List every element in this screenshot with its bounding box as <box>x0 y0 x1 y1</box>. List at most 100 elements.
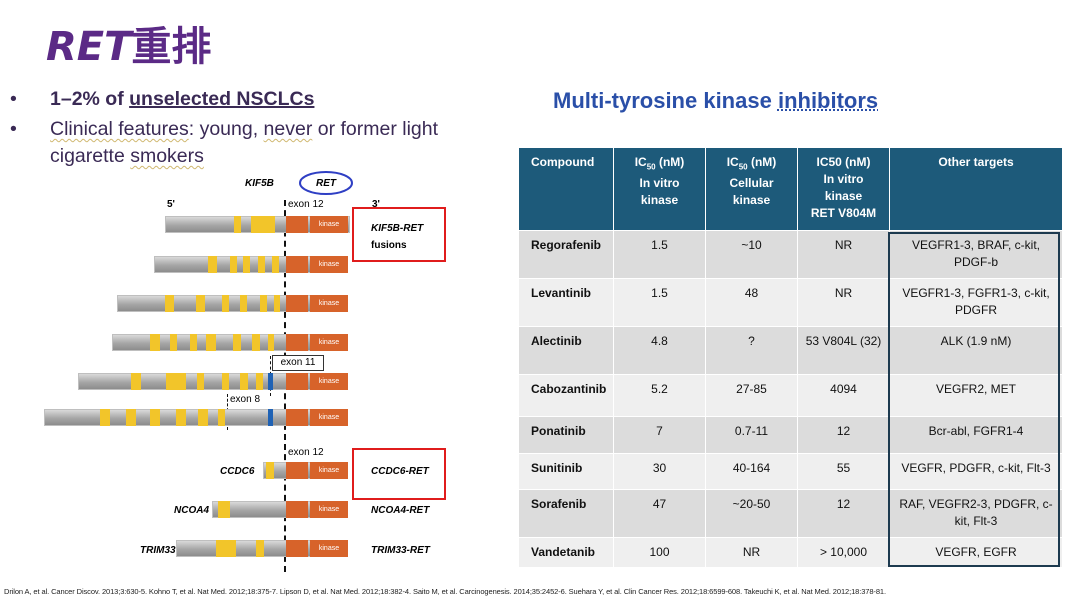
label-ccdc6-ret: CCDC6-RET <box>371 466 429 477</box>
title-gene: RET <box>46 24 132 70</box>
bullet-1-text: 1–2% of unselected NSCLCs <box>50 88 314 111</box>
slide-title: RET重排 <box>46 14 211 72</box>
cell-ic-cell: ~20-50 <box>705 489 798 538</box>
label-ret: RET <box>316 178 336 189</box>
kinase-domain: kinase <box>310 216 348 233</box>
label-exon8: exon 8 <box>230 394 261 405</box>
label-exon12-top: exon 12 <box>288 199 324 210</box>
table-row: Regorafenib 1.5 ~10 NR VEGFR1-3, BRAF, c… <box>518 230 1063 279</box>
cell-ic-cell: 0.7-11 <box>705 416 798 454</box>
table-row: Ponatinib 7 0.7-11 12 Bcr-abl, FGFR1-4 <box>518 416 1063 454</box>
bullet-2-part: : young <box>188 118 253 140</box>
cell-ic-vitro: 47 <box>613 489 706 538</box>
cell-ic-v804m: 53 V804L (32) <box>797 326 890 375</box>
cell-ic-v804m: 4094 <box>797 374 890 417</box>
bullet-dot: • <box>10 118 17 140</box>
cell-ic-vitro: 4.8 <box>613 326 706 375</box>
ret-ellipse <box>299 171 353 195</box>
cell-ic-cell: 48 <box>705 278 798 327</box>
label-kif5b: KIF5B <box>245 178 274 189</box>
cell-other: RAF, VEGFR2-3, PDGFR, c-kit, Flt-3 <box>889 489 1063 538</box>
cell-other: VEGFR2, MET <box>889 374 1063 417</box>
cell-ic-vitro: 100 <box>613 537 706 568</box>
bullet-1-pre: 1–2% of <box>50 88 130 110</box>
table-row: Levantinib 1.5 48 NR VEGFR1-3, FGFR1-3, … <box>518 278 1063 327</box>
cell-ic-cell: NR <box>705 537 798 568</box>
cell-ic-v804m: 12 <box>797 416 890 454</box>
kinase-domain: kinase <box>310 256 348 273</box>
bullet-2-part: Clinical features <box>50 118 189 140</box>
table-title-pre: Multi-tyrosine kinase <box>553 88 778 113</box>
kinase-domain: kinase <box>310 501 348 518</box>
label-kif5b-ret: KIF5B-RET <box>371 223 424 234</box>
bullet-2-text: Clinical features: young, never or forme… <box>50 118 438 141</box>
cell-compound: Sorafenib <box>518 489 614 538</box>
label-ccdc6: CCDC6 <box>220 466 255 477</box>
label-exon11: exon 11 <box>272 355 324 371</box>
kinase-domain: kinase <box>310 373 348 390</box>
cell-compound: Ponatinib <box>518 416 614 454</box>
kinase-domain: kinase <box>310 462 348 479</box>
cell-other: VEGFR, PDGFR, c-kit, Flt-3 <box>889 453 1063 490</box>
highlight-box <box>352 448 446 500</box>
fusion-diagram: KIF5B RET 5' 3' exon 12 kinase KIF5B-RET… <box>0 0 520 580</box>
cell-ic-v804m: 55 <box>797 453 890 490</box>
label-5prime: 5' <box>167 199 175 210</box>
cell-compound: Alectinib <box>518 326 614 375</box>
cell-ic-vitro: 7 <box>613 416 706 454</box>
label-3prime: 3' <box>372 199 380 210</box>
table-title-underlined: inhibitors <box>777 88 879 113</box>
kinase-domain: kinase <box>310 409 348 426</box>
header-ic50-v804m: IC50 (nM) In vitro kinase RET V804M <box>797 147 890 231</box>
cell-other: VEGFR1-3, FGFR1-3, c-kit, PDGFR <box>889 278 1063 327</box>
cell-ic-vitro: 5.2 <box>613 374 706 417</box>
cell-ic-vitro: 1.5 <box>613 230 706 279</box>
header-compound: Compound <box>518 147 614 231</box>
label-fusions: fusions <box>371 240 407 251</box>
cell-ic-vitro: 1.5 <box>613 278 706 327</box>
bullet-2-continuation: cigarette smokers <box>50 145 204 168</box>
table-title: Multi-tyrosine kinase inhibitors <box>553 88 878 114</box>
bullet-2-part: , <box>252 118 264 140</box>
header-ic50-vitro: IC50 (nM) In vitro kinase <box>613 147 706 231</box>
cell-other: ALK (1.9 nM) <box>889 326 1063 375</box>
breakpoint-line <box>284 200 286 440</box>
bullet-2-cont: smokers <box>130 145 204 167</box>
label-exon12-bottom: exon 12 <box>288 447 324 458</box>
label-trim33-ret: TRIM33-RET <box>371 545 430 556</box>
table-row: Vandetanib 100 NR > 10,000 VEGFR, EGFR <box>518 537 1063 568</box>
cell-ic-v804m: NR <box>797 230 890 279</box>
header-other-targets: Other targets <box>889 147 1063 231</box>
table-row: Sunitinib 30 40-164 55 VEGFR, PDGFR, c-k… <box>518 453 1063 490</box>
cell-ic-cell: ~10 <box>705 230 798 279</box>
cell-other: VEGFR, EGFR <box>889 537 1063 568</box>
cell-ic-v804m: > 10,000 <box>797 537 890 568</box>
table-row: Sorafenib 47 ~20-50 12 RAF, VEGFR2-3, PD… <box>518 489 1063 538</box>
cell-ic-vitro: 30 <box>613 453 706 490</box>
cell-other: VEGFR1-3, BRAF, c-kit, PDGF-b <box>889 230 1063 279</box>
cell-ic-cell: 40-164 <box>705 453 798 490</box>
cell-compound: Cabozantinib <box>518 374 614 417</box>
cell-compound: Sunitinib <box>518 453 614 490</box>
kinase-domain: kinase <box>310 334 348 351</box>
bullet-1-underlined: unselected NSCLCs <box>129 88 315 110</box>
cell-compound: Regorafenib <box>518 230 614 279</box>
header-ic50-cellular: IC50 (nM) Cellular kinase <box>705 147 798 231</box>
kinase-domain: kinase <box>310 295 348 312</box>
cell-ic-cell: 27-85 <box>705 374 798 417</box>
cell-ic-v804m: 12 <box>797 489 890 538</box>
cell-other: Bcr-abl, FGFR1-4 <box>889 416 1063 454</box>
bullet-2-part: or former light <box>312 118 439 140</box>
cell-compound: Vandetanib <box>518 537 614 568</box>
bullet-2-part: never <box>263 118 313 140</box>
table-header-row: Compound IC50 (nM) In vitro kinase IC50 (n… <box>518 147 1063 231</box>
cell-compound: Levantinib <box>518 278 614 327</box>
cell-ic-cell: ? <box>705 326 798 375</box>
cell-ic-v804m: NR <box>797 278 890 327</box>
references-footer: Drilon A, et al. Cancer Discov. 2013;3:6… <box>4 587 886 596</box>
highlight-box <box>352 207 446 262</box>
table-row: Cabozantinib 5.2 27-85 4094 VEGFR2, MET <box>518 374 1063 417</box>
table-row: Alectinib 4.8 ? 53 V804L (32) ALK (1.9 n… <box>518 326 1063 375</box>
inhibitor-table: Compound IC50 (nM) In vitro kinase IC50 (n… <box>518 147 1063 568</box>
bullet-2-cont: cigarette <box>50 145 131 167</box>
